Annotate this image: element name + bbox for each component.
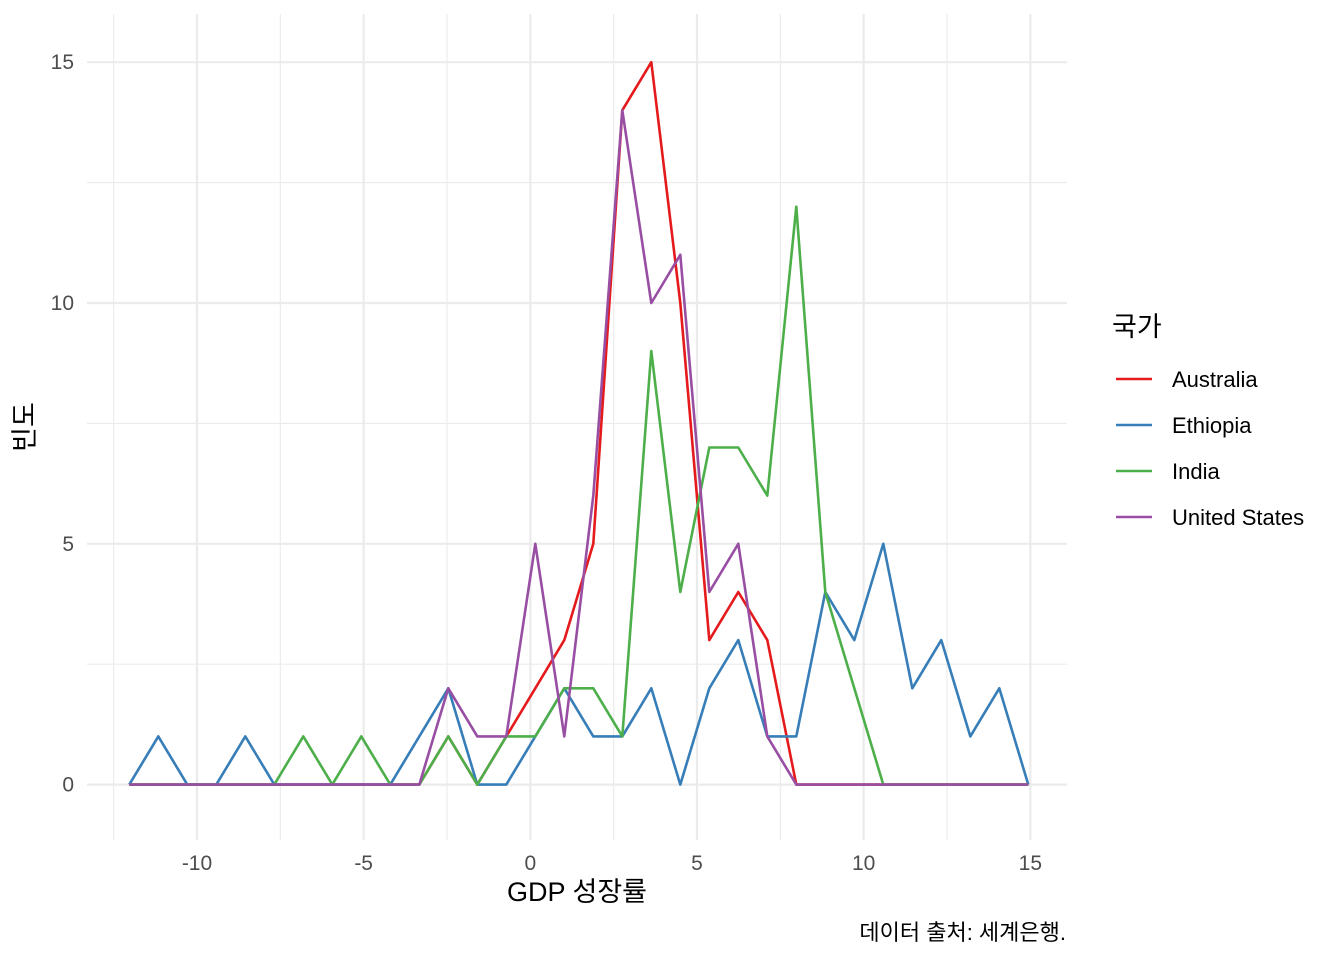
x-tick-label: 5 [691, 852, 703, 875]
grid [87, 14, 1067, 840]
y-tick-label: 15 [51, 51, 74, 74]
legend: 국가 Australia Ethiopia India United States [1112, 312, 1304, 530]
caption: 데이터 출처: 세계은행. [859, 920, 1066, 945]
series-line-united-states [129, 109, 1029, 786]
y-axis-title: 빈도 [10, 402, 40, 452]
y-axis-ticks: 0 5 10 15 [51, 51, 74, 796]
series-lines [128, 60, 1030, 786]
x-tick-label: -5 [354, 852, 373, 875]
x-tick-label: -10 [182, 852, 212, 875]
series-line-india [129, 205, 1029, 786]
y-tick-label: 0 [62, 774, 74, 797]
y-tick-label: 5 [62, 533, 74, 556]
x-axis-ticks: -10 -5 0 5 10 15 [182, 852, 1042, 875]
x-tick-label: 0 [524, 852, 536, 875]
legend-label: Ethiopia [1172, 413, 1252, 438]
x-axis-title: GDP 성장률 [507, 877, 647, 907]
legend-title: 국가 [1112, 312, 1162, 342]
y-tick-label: 10 [51, 292, 74, 315]
legend-label: United States [1172, 505, 1304, 530]
x-tick-label: 15 [1019, 852, 1042, 875]
x-tick-label: 10 [852, 852, 875, 875]
legend-label: India [1172, 459, 1220, 484]
legend-label: Australia [1172, 367, 1258, 392]
